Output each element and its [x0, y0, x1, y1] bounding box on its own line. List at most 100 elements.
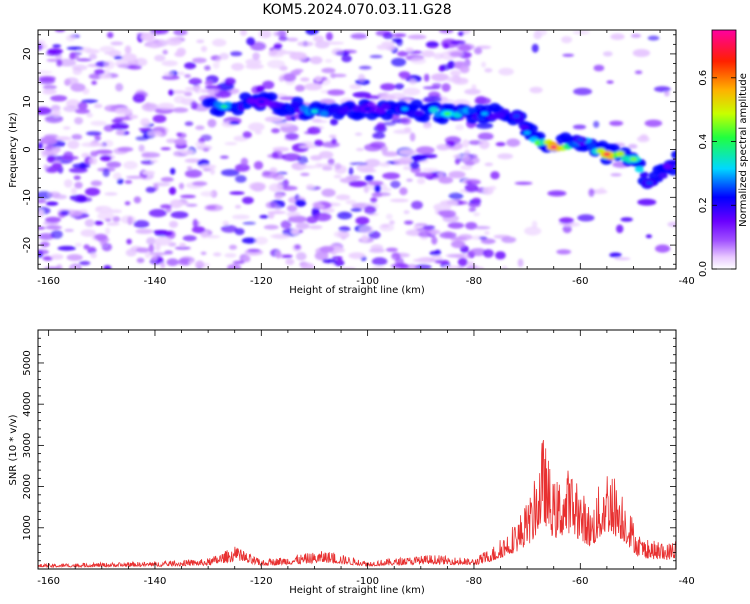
spectrogram-cell [85, 188, 100, 196]
spectrogram-cell [654, 86, 671, 92]
spectrogram-cell [271, 128, 280, 133]
spectrogram-cell [100, 155, 112, 161]
spectrogram-cell [42, 89, 56, 95]
spectrogram-cell [112, 119, 123, 123]
spectrogram-cell [201, 46, 207, 52]
spectrogram-cell [67, 254, 83, 261]
spectrogram-cell [637, 199, 656, 206]
spectrogram-cell [125, 45, 132, 54]
spectrogram-cell [104, 61, 115, 70]
spectrogram-cell [389, 220, 395, 224]
spectrogram-cell [207, 89, 219, 94]
spectrogram-cell [415, 172, 433, 177]
spectrogram-cell [314, 140, 323, 147]
spectrogram-cell [598, 187, 605, 194]
spectrogram-cell [640, 134, 648, 139]
x-tick-label: -60 [572, 576, 588, 587]
spectrogram-cell [397, 51, 408, 57]
spectrogram-cell [231, 63, 244, 71]
spectrogram-cell [472, 198, 481, 203]
spectrogram-cell [361, 235, 368, 242]
spectrogram-cell [464, 89, 481, 95]
spectrogram-cell [221, 225, 237, 233]
y-tick-label: -20 [22, 237, 33, 253]
spectrogram-peak [311, 110, 318, 114]
y-tick-label: 2000 [22, 474, 33, 499]
spectrogram-cell [265, 116, 283, 122]
spectrogram-cell [436, 144, 450, 150]
colorbar-tick-label: 0.0 [698, 261, 709, 277]
spectrogram-cell [64, 229, 74, 232]
spectrogram-cell [129, 115, 138, 119]
spectrogram-cell [196, 40, 204, 44]
spectrogram-cell [220, 156, 229, 159]
spectrogram-peak [444, 112, 451, 116]
spectrogram-cell [45, 115, 63, 123]
spectrogram-cell [524, 227, 541, 236]
spectrogram-cell [469, 207, 476, 212]
snr-panel: -160-140-120-100-80-60-40 10002000300040… [8, 330, 695, 596]
spectrogram-cell [334, 175, 342, 179]
spectrogram-cell [424, 74, 430, 82]
spectrogram-cell [169, 187, 176, 195]
spectrogram-cell [296, 223, 310, 230]
spectrogram-cell [157, 103, 174, 110]
spectrogram-cell [274, 43, 283, 50]
spectrogram-cell [263, 32, 271, 38]
spectrogram-cell [205, 235, 220, 238]
spectrogram-cell [96, 207, 103, 211]
spectrogram-cell [147, 130, 162, 137]
spectrogram-cell [462, 139, 469, 148]
spectrogram-cell [224, 78, 235, 86]
spectrogram-cell [381, 104, 390, 110]
spectrogram-cell [610, 33, 624, 40]
spectrogram-cell [532, 44, 539, 53]
spectrogram-cell [418, 232, 432, 238]
spectrogram-cell [690, 159, 702, 168]
spectrogram-cell [448, 171, 465, 178]
spectrogram-peak [550, 145, 557, 149]
spectrogram-cell [97, 212, 114, 220]
spectrogram-cell [484, 68, 492, 72]
spectrogram-cell [99, 74, 111, 79]
spectrogram-cell [403, 88, 421, 96]
spectrogram-cell [66, 35, 76, 42]
spectrogram-cell [95, 221, 104, 226]
spectrogram-cell [325, 59, 332, 63]
spectrogram-cell [607, 81, 614, 84]
spectrogram-cell [309, 225, 323, 229]
spectrogram-peak [577, 138, 584, 142]
spectrogram-cell [121, 215, 136, 223]
spectrogram-cell [69, 168, 88, 173]
spectrogram-cell [374, 184, 381, 192]
spectrogram-cell [559, 217, 574, 223]
spectrogram-cell [609, 253, 621, 258]
spectrogram-cell [52, 44, 61, 48]
spectrogram-cell [386, 214, 393, 220]
spectrogram-cell [295, 85, 305, 92]
spectrogram-cell [671, 150, 683, 159]
spectrogram-cell [322, 166, 333, 170]
spectrogram-cell [450, 40, 466, 44]
spectrogram-cell [692, 154, 701, 160]
spectrogram-cell [417, 257, 435, 263]
spectrogram-cell [370, 197, 377, 203]
spectrogram-cell [185, 121, 194, 126]
spectrogram-cell [144, 43, 157, 47]
spectrogram-cell [136, 229, 154, 234]
spectrogram-cell [139, 128, 152, 131]
spectrogram-cell [83, 244, 89, 249]
x-tick-label: -160 [37, 276, 60, 287]
spectrogram-cell [439, 232, 456, 239]
snr-frame [38, 330, 676, 569]
x-tick-label: -120 [250, 576, 273, 587]
spectrogram-field [31, 26, 750, 273]
spectrogram-cell [89, 157, 98, 164]
spectrogram-cell [329, 135, 337, 139]
spectrogram-cell [325, 42, 344, 45]
spectrogram-cell [137, 258, 145, 263]
spectrogram-cell [255, 130, 262, 134]
spectrogram-cell [229, 245, 237, 250]
spectrogram-cell [285, 133, 299, 140]
